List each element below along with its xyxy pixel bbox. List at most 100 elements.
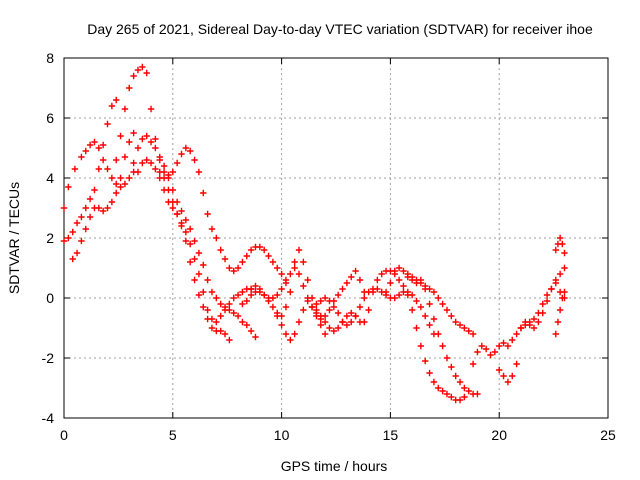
- data-point: [408, 306, 416, 314]
- y-tick-label: -4: [42, 410, 55, 426]
- data-point: [104, 165, 111, 173]
- data-point: [143, 69, 150, 77]
- data-point: [282, 279, 290, 287]
- data-point: [448, 363, 455, 371]
- data-point: [504, 378, 512, 386]
- data-point: [478, 342, 485, 350]
- data-point: [291, 264, 298, 272]
- data-point: [156, 153, 163, 161]
- data-point: [382, 288, 390, 296]
- data-point: [134, 66, 142, 74]
- data-point: [348, 318, 355, 326]
- data-point: [71, 165, 79, 173]
- satellite-track-16: [496, 264, 568, 386]
- data-point: [352, 267, 359, 275]
- data-point: [65, 234, 72, 242]
- data-point: [78, 237, 85, 245]
- data-point: [482, 345, 490, 353]
- data-point: [343, 312, 351, 320]
- data-point: [195, 168, 203, 176]
- data-point: [291, 330, 298, 338]
- data-point: [108, 102, 116, 110]
- data-point: [182, 237, 190, 245]
- data-point: [282, 330, 290, 338]
- data-point: [187, 258, 194, 266]
- data-point: [208, 315, 216, 323]
- data-point: [413, 324, 420, 332]
- data-point: [552, 330, 559, 338]
- data-point: [552, 246, 559, 254]
- data-point: [435, 330, 442, 338]
- data-point: [113, 180, 120, 188]
- data-point: [73, 219, 81, 227]
- data-point: [539, 300, 546, 308]
- data-point: [439, 300, 446, 308]
- data-point: [539, 309, 546, 317]
- data-point: [217, 246, 224, 254]
- data-point: [143, 132, 150, 140]
- satellite-track-7: [156, 144, 290, 284]
- y-tick-label: 8: [46, 50, 54, 66]
- data-point: [426, 321, 433, 329]
- data-point: [113, 96, 120, 104]
- data-point: [156, 168, 163, 176]
- data-point: [173, 210, 181, 218]
- data-point: [461, 393, 468, 401]
- data-point: [530, 324, 538, 332]
- data-point: [117, 183, 124, 191]
- data-point: [561, 249, 568, 257]
- data-point: [239, 318, 246, 326]
- data-point: [395, 276, 403, 284]
- data-point: [417, 279, 425, 287]
- data-point: [252, 333, 259, 341]
- satellite-track-18: [552, 288, 568, 338]
- data-point: [287, 270, 294, 278]
- data-point: [226, 264, 233, 272]
- data-point: [556, 234, 564, 242]
- data-point: [95, 144, 103, 152]
- data-point: [247, 285, 255, 293]
- data-point: [113, 189, 120, 197]
- data-point: [321, 312, 329, 320]
- data-point: [321, 318, 329, 326]
- data-point: [326, 324, 333, 332]
- data-point: [526, 321, 533, 329]
- data-point: [269, 303, 277, 311]
- data-point: [461, 384, 468, 392]
- data-point: [426, 300, 433, 308]
- x-axis-label: GPS time / hours: [281, 458, 388, 474]
- data-point: [269, 258, 277, 266]
- data-point: [126, 174, 133, 182]
- data-point: [130, 129, 137, 137]
- data-point: [317, 315, 324, 323]
- data-point: [300, 258, 307, 266]
- y-tick-label: 2: [46, 230, 54, 246]
- data-point: [99, 207, 107, 215]
- data-point: [243, 297, 250, 305]
- data-point: [287, 288, 294, 296]
- data-point: [448, 393, 455, 401]
- satellite-track-9: [247, 264, 364, 335]
- data-point: [208, 324, 216, 332]
- data-point: [208, 225, 216, 233]
- data-point: [178, 150, 185, 158]
- data-point: [339, 285, 346, 293]
- data-point: [73, 249, 81, 257]
- y-tick-label: 0: [46, 290, 54, 306]
- data-point: [187, 225, 194, 233]
- data-point: [213, 318, 220, 326]
- data-point: [230, 309, 237, 317]
- data-point: [247, 246, 255, 254]
- data-point: [234, 264, 242, 272]
- data-point: [86, 213, 94, 221]
- data-point: [308, 294, 316, 302]
- data-point: [121, 180, 129, 188]
- data-point: [104, 204, 111, 212]
- data-point: [561, 264, 568, 272]
- data-point: [169, 186, 176, 194]
- data-point: [395, 264, 403, 272]
- data-point: [391, 267, 398, 275]
- data-point: [160, 162, 168, 170]
- x-tick-label: 5: [169, 427, 177, 443]
- data-point: [121, 105, 129, 113]
